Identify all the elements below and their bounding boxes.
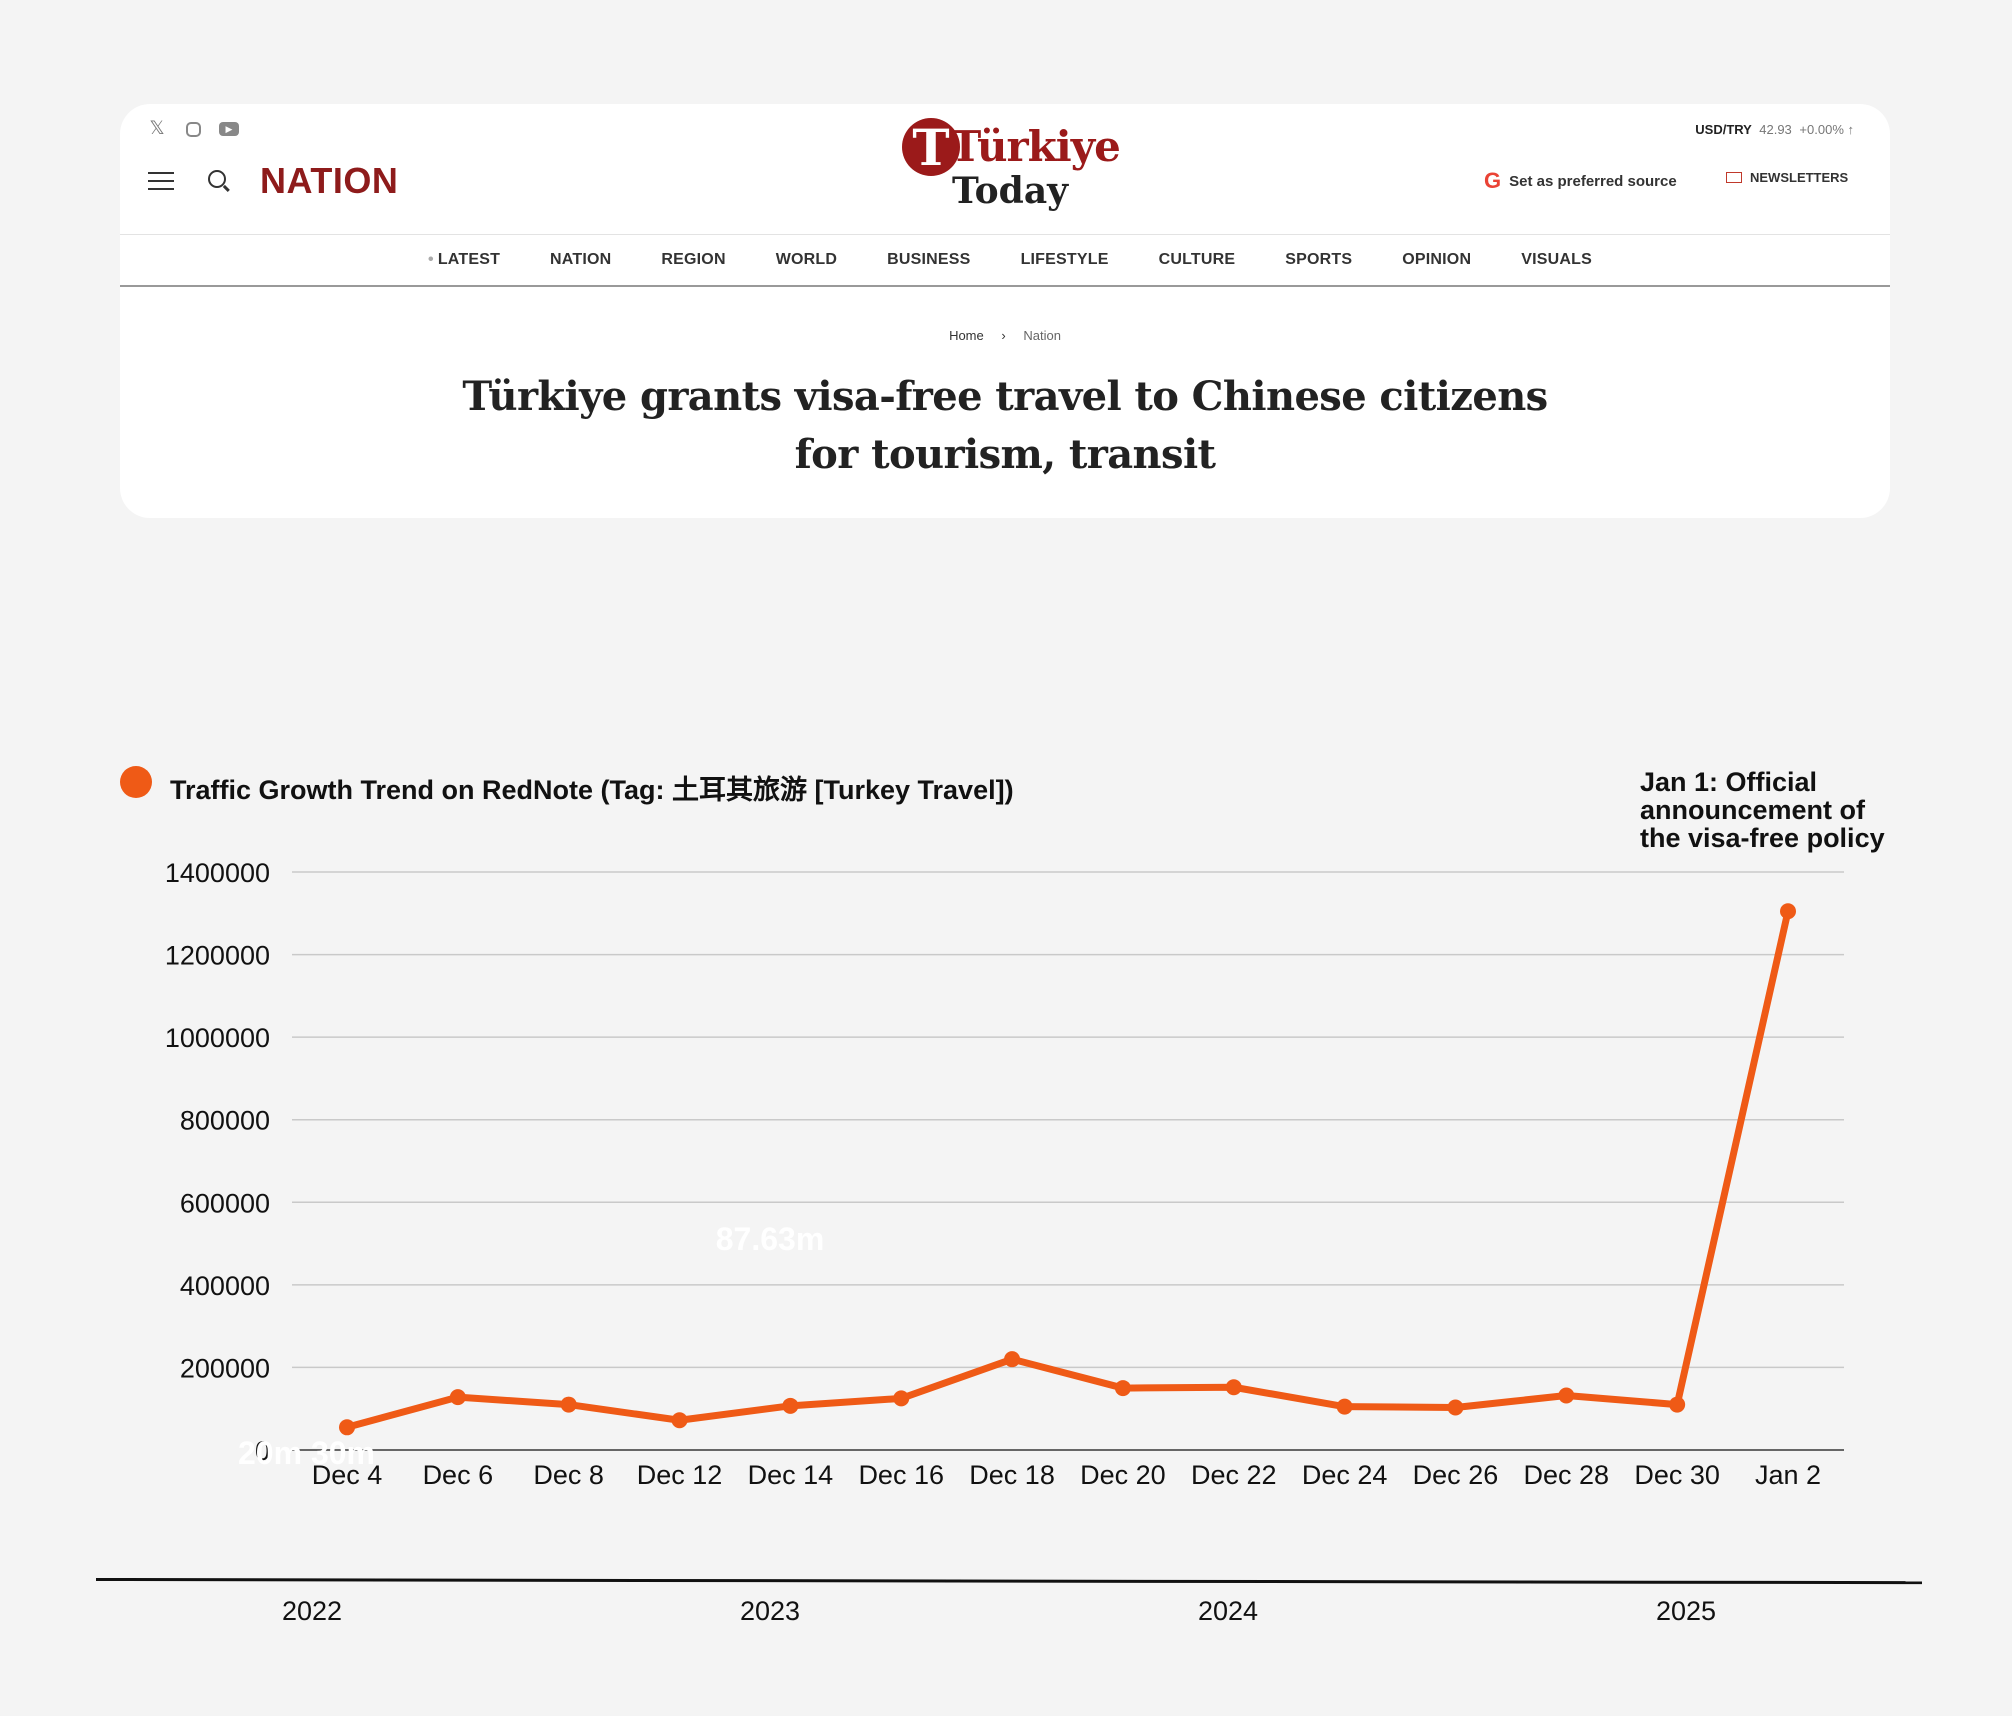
year-label: 2023 [739,1596,801,1626]
x-tick-label: Dec 12 [637,1460,723,1490]
breadcrumb-current[interactable]: Nation [1023,328,1061,343]
data-point [893,1390,910,1407]
year-label: 2024 [1197,1596,1259,1626]
x-tick-label: Dec 26 [1413,1460,1499,1490]
x-tick-label: Dec 18 [969,1460,1055,1490]
x-icon[interactable]: 𝕏 [149,118,165,139]
nav-world[interactable]: WORLD [775,251,838,268]
currency-pair: USD/TRY [1695,122,1752,137]
x-tick-label: Dec 14 [748,1460,834,1490]
preferred-source-button[interactable]: G Set as preferred source [1484,168,1677,194]
breadcrumb: Home › Nation [120,328,1890,343]
youtube-icon[interactable]: ▶ [219,122,239,136]
annotation-line-1: Jan 1: Official [1640,767,1818,797]
data-point [1780,903,1796,920]
headline-line-1: Türkiye grants visa-free travel to Chine… [462,373,1548,420]
mail-icon [1726,172,1742,183]
x-tick-label: Dec 30 [1634,1460,1720,1490]
legend-marker [120,766,152,798]
chevron-right-icon: › [1001,328,1006,343]
nav-latest[interactable]: LATEST [428,251,500,269]
y-tick-label: 400000 [180,1271,270,1301]
x-tick-label: Dec 4 [312,1460,383,1490]
data-point [782,1397,799,1414]
x-tick-label: Dec 20 [1080,1460,1166,1490]
nav-lifestyle[interactable]: LIFESTYLE [1020,251,1109,268]
data-point [1114,1380,1131,1397]
newsletters-button[interactable]: NEWSLETTERS [1726,170,1848,185]
currency-ticker: USD/TRY 42.93 +0.00% ↑ [1695,122,1854,137]
annotation-line-3: the visa-free policy [1640,823,1885,853]
year-label: 2022 [281,1596,343,1626]
y-tick-label: 200000 [180,1353,270,1383]
annotation-line-2: announcement of [1640,795,1866,825]
y-tick-label: 1200000 [165,941,270,971]
article-headline: Türkiye grants visa-free travel to Chine… [120,368,1890,484]
x-tick-label: Dec 28 [1524,1460,1610,1490]
x-tick-label: Dec 24 [1302,1460,1388,1490]
series-line [343,907,1792,1431]
social-links: 𝕏 ▶ [146,118,239,140]
year-label: 2025 [1655,1596,1717,1626]
data-point [1669,1396,1686,1413]
nav-sports[interactable]: SPORTS [1285,251,1353,268]
x-tick-label: Dec 8 [533,1460,604,1490]
chart-title: Traffic Growth Trend on RedNote (Tag: 土耳… [170,775,1014,805]
data-point [339,1419,355,1436]
y-tick-label: 1000000 [165,1023,270,1053]
nav-culture[interactable]: CULTURE [1158,251,1236,268]
newsletters-label: NEWSLETTERS [1750,170,1849,185]
currency-change: +0.00% ↑ [1799,122,1854,137]
section-title[interactable]: NATION [260,160,399,201]
logo-emblem: T [902,118,960,177]
data-point [560,1396,577,1413]
policy-annotation: Jan 1: Official announcement of the visa… [1640,768,1930,852]
x-tick-label: Dec 22 [1191,1460,1277,1490]
x-tick-label: Dec 16 [858,1460,944,1490]
nav-region[interactable]: REGION [661,251,726,268]
nav-nation[interactable]: NATION [550,251,612,268]
main-nav: LATEST NATION REGION WORLD BUSINESS LIFE… [120,234,1890,287]
logo-line1: Türkiye [950,122,1121,171]
site-header-card: 𝕏 ▶ NATION T Türkiye Today USD/TRY 42.93… [120,104,1890,518]
y-tick-label: 800000 [180,1106,270,1136]
data-point [1225,1379,1242,1396]
breadcrumb-home[interactable]: Home [949,328,984,343]
google-icon: G [1484,168,1502,193]
y-tick-label: 0 [255,1436,270,1466]
overlay-label: 87.63m [716,1221,825,1257]
data-point [671,1412,688,1429]
data-point [1336,1398,1353,1415]
site-logo[interactable]: T Türkiye Today [902,112,1121,222]
preferred-source-label: Set as preferred source [1509,172,1677,190]
instagram-icon[interactable] [186,121,201,137]
data-point [1558,1387,1575,1404]
x-tick-label: Jan 2 [1755,1460,1821,1490]
x-tick-label: Dec 6 [423,1460,494,1490]
nav-visuals[interactable]: VISUALS [1521,251,1592,268]
currency-value: 42.93 [1759,122,1792,137]
logo-line2: Today [952,170,1069,212]
search-icon[interactable] [208,170,226,188]
headline-line-2: for tourism, transit [794,431,1216,478]
data-point [449,1389,466,1406]
menu-icon[interactable] [148,172,174,190]
y-tick-label: 600000 [180,1188,270,1218]
nav-business[interactable]: BUSINESS [887,251,971,268]
nav-opinion[interactable]: OPINION [1402,251,1472,268]
y-tick-label: 1400000 [165,858,270,888]
overlay-label: 20m 30m [238,1435,375,1471]
data-point [1004,1351,1021,1368]
data-point [1447,1399,1464,1416]
